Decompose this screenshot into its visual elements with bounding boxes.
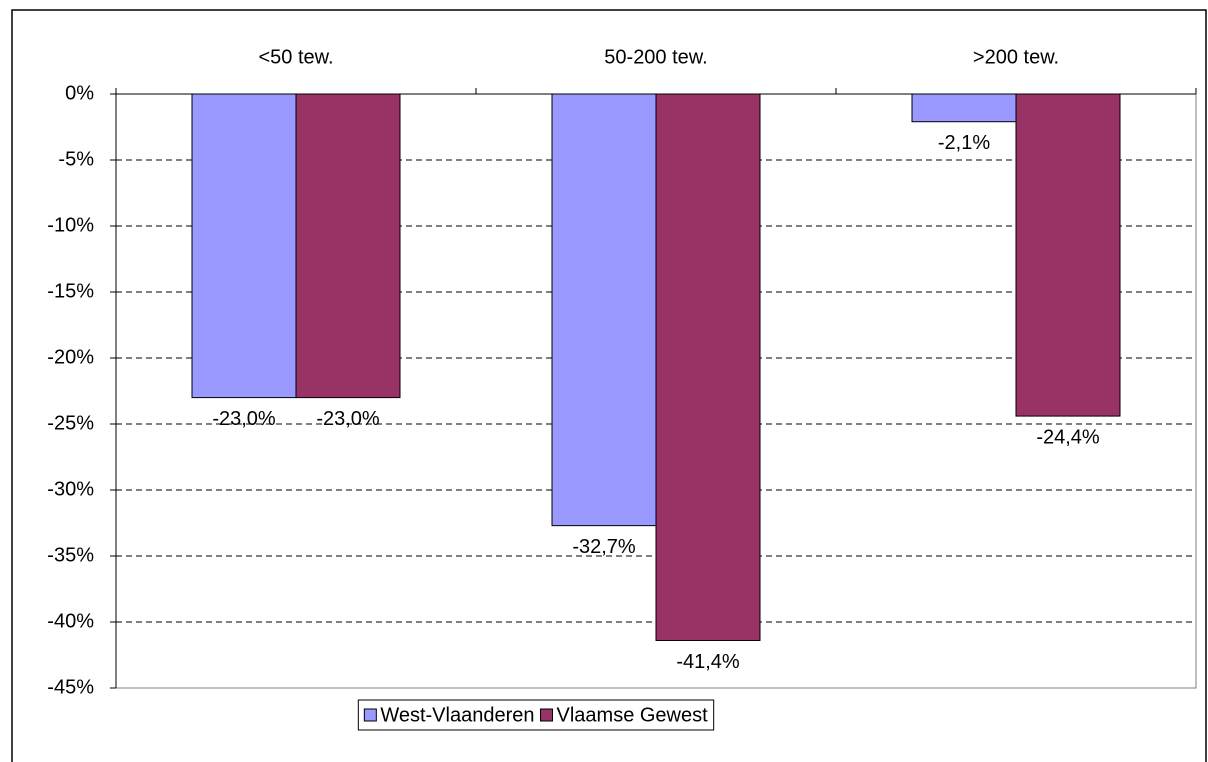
y-tick-label: -45% — [47, 676, 94, 698]
x-tick-label: >200 tew. — [973, 46, 1059, 68]
y-tick-label: -20% — [47, 346, 94, 368]
data-label: -32,7% — [572, 536, 636, 558]
bar — [655, 93, 761, 641]
data-label: -2,1% — [938, 132, 990, 154]
legend — [357, 699, 715, 731]
bar — [295, 93, 401, 399]
y-tick-label: -35% — [47, 544, 94, 566]
y-tick-label: -5% — [58, 148, 94, 170]
legend-swatch — [363, 708, 377, 722]
data-label: -23,0% — [212, 408, 276, 430]
y-tick-label: 0% — [65, 82, 94, 104]
bar — [191, 93, 297, 399]
bar — [551, 93, 657, 527]
x-tick-label: 50-200 tew. — [604, 46, 707, 68]
legend-swatch — [540, 708, 553, 722]
data-label: -41,4% — [676, 651, 740, 673]
y-tick-label: -10% — [47, 214, 94, 236]
y-tick-label: -30% — [47, 478, 94, 500]
legend-label: West-Vlaanderen — [380, 704, 534, 726]
x-tick-label: <50 tew. — [258, 46, 333, 68]
data-label: -23,0% — [316, 408, 380, 430]
y-tick-label: -25% — [47, 412, 94, 434]
y-tick-label: -15% — [47, 280, 94, 302]
bar — [1015, 93, 1121, 417]
data-label: -24,4% — [1036, 426, 1100, 448]
legend-label: Vlaamse Gewest — [557, 704, 709, 726]
bar — [911, 93, 1017, 123]
y-tick-label: -40% — [47, 610, 94, 632]
